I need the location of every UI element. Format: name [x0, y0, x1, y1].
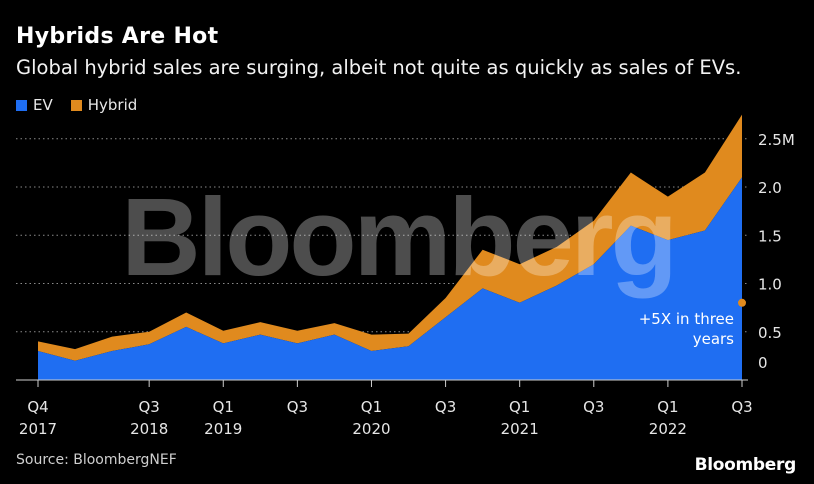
x-tick-year-label: 2017 — [19, 420, 57, 438]
y-tick-label: 0 — [758, 354, 768, 372]
source-note: Source: BloombergNEF — [16, 452, 177, 468]
x-tick-label: Q3 — [731, 398, 752, 416]
x-tick-label: Q3 — [287, 398, 308, 416]
annotation-label: years — [693, 330, 734, 348]
legend-label-ev: EV — [33, 96, 53, 114]
brand-logo: Bloomberg — [694, 455, 797, 475]
x-tick-label: Q4 — [27, 398, 48, 416]
chart-title: Hybrids Are Hot — [16, 24, 219, 49]
x-tick-label: Q3 — [583, 398, 604, 416]
legend-item-hybrid: Hybrid — [70, 96, 138, 114]
legend-item-ev: EV — [16, 96, 53, 114]
x-tick-label: Q1 — [361, 398, 382, 416]
x-tick-year-label: 2019 — [204, 420, 242, 438]
legend-swatch-hybrid — [70, 99, 82, 111]
y-tick-label: 1.5 — [758, 227, 782, 245]
x-tick-label: Q1 — [657, 398, 678, 416]
x-tick-year-label: 2018 — [130, 420, 168, 438]
x-tick-label: Q3 — [435, 398, 456, 416]
y-tick-label: 1.0 — [758, 276, 782, 294]
y-tick-label: 2.5M — [758, 131, 795, 149]
x-tick-label: Q3 — [138, 398, 159, 416]
annotation-label: +5X in three — [639, 310, 734, 328]
x-tick-year-label: 2022 — [649, 420, 687, 438]
y-tick-label: 2.0 — [758, 179, 782, 197]
chart-subtitle: Global hybrid sales are surging, albeit … — [16, 56, 742, 79]
legend: EV Hybrid — [16, 96, 137, 114]
x-tick-label: Q1 — [213, 398, 234, 416]
x-tick-year-label: 2020 — [352, 420, 390, 438]
y-tick-label: 0.5 — [758, 324, 782, 342]
series-area-ev — [38, 177, 742, 380]
series-area-hybrid — [38, 114, 742, 361]
x-tick-year-label: 2021 — [501, 420, 539, 438]
x-tick-label: Q1 — [509, 398, 530, 416]
watermark-logo: Bloomberg — [121, 176, 675, 299]
legend-label-hybrid: Hybrid — [87, 96, 138, 114]
legend-swatch-ev — [16, 99, 27, 111]
annotation-marker — [738, 298, 746, 307]
